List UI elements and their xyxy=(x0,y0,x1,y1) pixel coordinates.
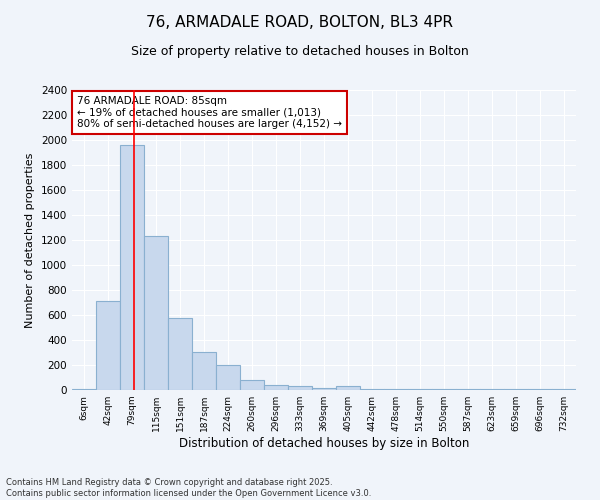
Text: 76 ARMADALE ROAD: 85sqm
← 19% of detached houses are smaller (1,013)
80% of semi: 76 ARMADALE ROAD: 85sqm ← 19% of detache… xyxy=(77,96,342,129)
Bar xyxy=(72,389,96,390)
Text: 76, ARMADALE ROAD, BOLTON, BL3 4PR: 76, ARMADALE ROAD, BOLTON, BL3 4PR xyxy=(146,15,454,30)
Bar xyxy=(240,380,264,390)
Bar xyxy=(144,236,168,390)
Bar xyxy=(216,365,240,390)
Bar xyxy=(336,386,360,390)
Bar xyxy=(192,352,216,390)
Bar xyxy=(264,385,288,390)
Y-axis label: Number of detached properties: Number of detached properties xyxy=(25,152,35,328)
X-axis label: Distribution of detached houses by size in Bolton: Distribution of detached houses by size … xyxy=(179,437,469,450)
Bar xyxy=(96,301,120,390)
Text: Size of property relative to detached houses in Bolton: Size of property relative to detached ho… xyxy=(131,45,469,58)
Bar xyxy=(168,318,192,390)
Bar xyxy=(120,145,144,390)
Bar xyxy=(288,386,312,390)
Bar xyxy=(312,388,336,390)
Text: Contains HM Land Registry data © Crown copyright and database right 2025.
Contai: Contains HM Land Registry data © Crown c… xyxy=(6,478,371,498)
